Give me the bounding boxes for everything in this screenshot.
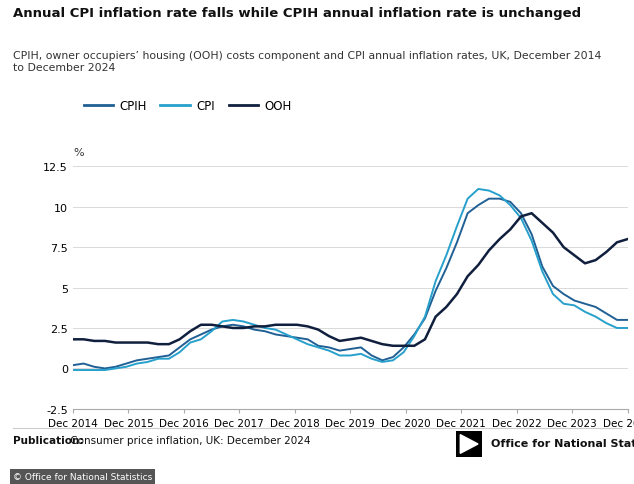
Text: Publication:: Publication: bbox=[13, 436, 83, 446]
Text: %: % bbox=[73, 147, 84, 157]
Text: CPIH, owner occupiers’ housing (OOH) costs component and CPI annual inflation ra: CPIH, owner occupiers’ housing (OOH) cos… bbox=[13, 51, 601, 73]
Polygon shape bbox=[460, 435, 478, 454]
Text: Office for National Statistics: Office for National Statistics bbox=[491, 438, 634, 448]
Legend: CPIH, CPI, OOH: CPIH, CPI, OOH bbox=[79, 95, 296, 118]
Text: Annual CPI inflation rate falls while CPIH annual inflation rate is unchanged: Annual CPI inflation rate falls while CP… bbox=[13, 7, 581, 20]
Text: © Office for National Statistics: © Office for National Statistics bbox=[13, 472, 152, 481]
Text: Consumer price inflation, UK: December 2024: Consumer price inflation, UK: December 2… bbox=[67, 436, 310, 446]
